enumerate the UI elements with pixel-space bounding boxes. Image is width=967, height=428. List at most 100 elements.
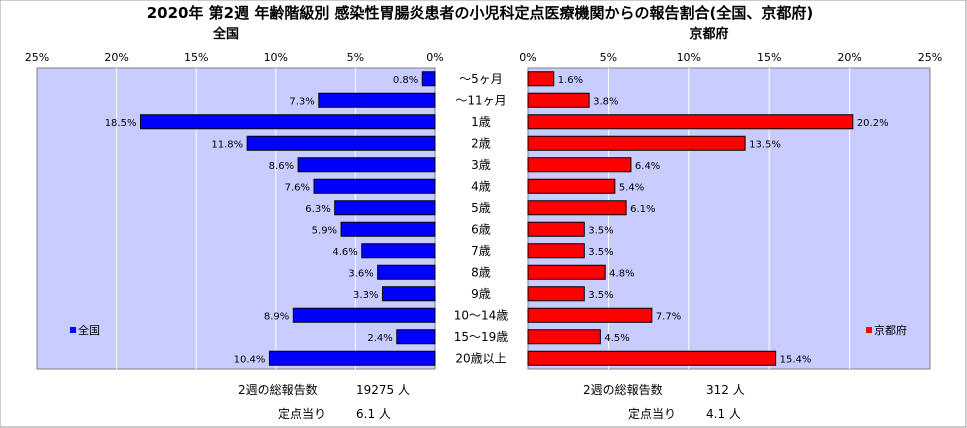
- kyoto-bar: [527, 114, 854, 130]
- kyoto-bar: [527, 92, 590, 108]
- kyoto-tick-label: 25%: [918, 51, 942, 64]
- kyoto-data-label: 4.5%: [604, 333, 629, 344]
- legend-kyoto-label: 京都府: [874, 323, 907, 337]
- national-bar: [246, 135, 436, 151]
- legend-national-label: 全国: [78, 323, 100, 337]
- kyoto-data-label: 5.4%: [619, 182, 644, 193]
- national-data-label: 0.8%: [393, 75, 418, 86]
- kyoto-bar: [527, 200, 627, 216]
- kyoto-bar: [527, 243, 585, 259]
- kyoto-data-label: 3.5%: [588, 247, 613, 258]
- category-label: 20歳以上: [455, 351, 506, 365]
- national-data-label: 3.6%: [348, 268, 373, 279]
- national-tick-label: 20%: [104, 51, 128, 64]
- national-data-label: 10.4%: [234, 354, 266, 365]
- national-panel: 25% 20% 15% 10% 5% 0% 0.8% 7.3% 18.5% 11.8% 8.6% 7.…: [25, 51, 444, 370]
- kyoto-tick-label: 10%: [677, 51, 701, 64]
- kyoto-bar: [527, 221, 585, 237]
- national-data-label: 8.9%: [264, 311, 289, 322]
- kyoto-per-value: 4.1 人: [706, 407, 741, 421]
- national-data-label: 5.9%: [312, 225, 337, 236]
- kyoto-bar: [527, 329, 601, 345]
- category-label: 9歳: [471, 287, 491, 301]
- category-label: 4歳: [471, 179, 491, 193]
- kyoto-tick-label: 0%: [519, 51, 536, 64]
- kyoto-tick-label: 20%: [837, 51, 861, 64]
- national-data-label: 11.8%: [211, 139, 243, 150]
- kyoto-bar: [527, 71, 555, 87]
- legend-kyoto-swatch: [866, 327, 872, 333]
- kyoto-bar: [527, 264, 606, 280]
- kyoto-panel: 0% 5% 10% 15% 20% 25% 1.6% 3.8% 20.2% 13.5% 6.4% 5.…: [519, 51, 942, 370]
- national-bar: [361, 243, 436, 259]
- national-tick-label: 0%: [426, 51, 443, 64]
- category-label: 1歳: [471, 115, 491, 129]
- national-total-label: 2週の総報告数: [238, 382, 318, 397]
- kyoto-data-label: 7.7%: [656, 311, 681, 322]
- kyoto-bar: [527, 307, 653, 323]
- national-bar: [268, 350, 436, 366]
- legend-national-swatch: [70, 327, 76, 333]
- national-bar: [421, 71, 436, 87]
- national-bar: [292, 307, 436, 323]
- left-panel-title: 全国: [212, 26, 239, 42]
- national-per-value: 6.1 人: [356, 407, 391, 421]
- national-tick-label: 5%: [347, 51, 364, 64]
- kyoto-data-label: 3.5%: [588, 225, 613, 236]
- national-bar: [396, 329, 436, 345]
- kyoto-data-label: 1.6%: [558, 75, 583, 86]
- category-label: 5歳: [471, 201, 491, 215]
- category-label: 3歳: [471, 158, 491, 172]
- kyoto-bar: [527, 178, 616, 194]
- category-label: 10～14歳: [454, 308, 509, 322]
- national-bar: [313, 178, 436, 194]
- kyoto-data-label: 3.5%: [588, 290, 613, 301]
- category-label: 15～19歳: [454, 330, 509, 344]
- kyoto-bar: [527, 135, 746, 151]
- kyoto-total-value: 312 人: [706, 383, 745, 397]
- kyoto-data-label: 20.2%: [857, 118, 889, 129]
- national-data-label: 3.3%: [353, 290, 378, 301]
- kyoto-bar: [527, 157, 632, 173]
- category-label: ～11ヶ月: [455, 93, 506, 107]
- kyoto-plot-area: [527, 67, 931, 370]
- national-bar: [334, 200, 436, 216]
- national-tick-label: 10%: [264, 51, 288, 64]
- category-label: 6歳: [471, 222, 491, 236]
- national-tick-label: 25%: [25, 51, 49, 64]
- kyoto-tick-label: 5%: [600, 51, 617, 64]
- national-bar: [377, 264, 436, 280]
- national-data-label: 4.6%: [332, 247, 357, 258]
- kyoto-bar: [527, 350, 777, 366]
- kyoto-data-label: 6.1%: [630, 204, 655, 215]
- category-label: ～5ヶ月: [459, 72, 503, 86]
- national-bar: [139, 114, 436, 130]
- national-bar: [318, 92, 436, 108]
- national-total-value: 19275 人: [356, 383, 410, 397]
- national-data-label: 8.6%: [269, 161, 294, 172]
- kyoto-tick-label: 15%: [757, 51, 781, 64]
- national-data-label: 6.3%: [305, 204, 330, 215]
- national-bar: [381, 286, 436, 302]
- category-label: 2歳: [471, 136, 491, 150]
- national-per-label: 定点当り: [278, 406, 326, 421]
- national-tick-label: 15%: [184, 51, 208, 64]
- kyoto-per-label: 定点当り: [628, 406, 676, 421]
- kyoto-data-label: 4.8%: [609, 268, 634, 279]
- kyoto-data-label: 6.4%: [635, 161, 660, 172]
- kyoto-total-label: 2週の総報告数: [583, 382, 663, 397]
- right-panel-title: 京都府: [689, 26, 728, 42]
- kyoto-data-label: 13.5%: [749, 139, 781, 150]
- kyoto-data-label: 3.8%: [593, 96, 618, 107]
- national-data-label: 7.6%: [285, 182, 310, 193]
- kyoto-data-label: 15.4%: [780, 354, 812, 365]
- age-categories: ～5ヶ月 ～11ヶ月 1歳 2歳 3歳 4歳 5歳 6歳 7歳 8歳 9歳 10～14歳 15～19歳 2…: [454, 72, 509, 366]
- category-label: 8歳: [471, 265, 491, 279]
- kyoto-bar: [527, 286, 585, 302]
- category-label: 7歳: [471, 244, 491, 258]
- national-data-label: 2.4%: [367, 333, 392, 344]
- national-data-label: 7.3%: [289, 96, 314, 107]
- chart-title: 2020年 第2週 年齢階級別 感染性胃腸炎患者の小児科定点医療機関からの報告割…: [147, 4, 814, 22]
- national-bar: [340, 221, 436, 237]
